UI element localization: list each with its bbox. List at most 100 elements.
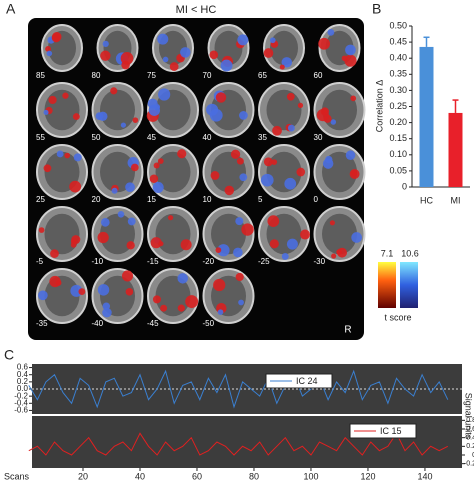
- slice-label: -5: [36, 257, 44, 266]
- activation-blob: [126, 241, 135, 250]
- activation-blob: [167, 215, 174, 221]
- y-tick-label: 0: [402, 181, 407, 191]
- y-tick-label: 0.2: [17, 377, 29, 386]
- activation-blob: [125, 288, 134, 296]
- slice-label: 60: [314, 71, 323, 80]
- activation-blob: [38, 227, 45, 233]
- slice-label: 50: [92, 133, 101, 142]
- y2-tick-label: 0.2: [466, 443, 474, 450]
- activation-blob: [236, 157, 244, 165]
- y-tick-label: 0.30: [389, 85, 407, 95]
- brain-inner: [44, 151, 80, 193]
- activation-blob: [102, 307, 112, 318]
- activation-blob: [38, 290, 48, 301]
- activation-blob: [98, 111, 108, 121]
- bar: [448, 112, 463, 187]
- y-tick-label: 0.4: [17, 370, 29, 379]
- slice-label: -15: [147, 257, 159, 266]
- y2-tick-label: 0.8: [466, 417, 474, 424]
- activation-blob: [237, 34, 249, 46]
- slice-label: -50: [203, 319, 215, 328]
- activation-blob: [217, 244, 230, 257]
- activation-blob: [281, 252, 289, 260]
- slice-label: 80: [92, 71, 101, 80]
- activation-blob: [329, 220, 335, 226]
- activation-blob: [132, 117, 139, 124]
- activation-blob: [296, 167, 306, 177]
- y-tick-label: 0.40: [389, 53, 407, 63]
- activation-blob: [215, 247, 222, 253]
- activation-blob: [110, 87, 118, 95]
- activation-blob: [323, 114, 332, 123]
- activation-blob: [281, 57, 293, 68]
- x-tick-label: 120: [360, 471, 375, 481]
- y-tick-label: 0.50: [389, 20, 407, 30]
- slice-label: 55: [36, 133, 45, 142]
- activation-blob: [336, 249, 342, 255]
- activation-blob: [272, 125, 282, 136]
- activation-blob: [180, 239, 192, 251]
- slice-label: 70: [203, 71, 212, 80]
- activation-blob: [169, 62, 179, 71]
- activation-blob: [185, 295, 199, 309]
- slice-label: -30: [314, 257, 326, 266]
- activation-blob: [345, 150, 356, 160]
- y-tick-label: 0.20: [389, 117, 407, 127]
- activation-blob: [344, 54, 357, 67]
- activation-blob: [235, 217, 244, 226]
- activation-blob: [209, 50, 219, 60]
- y2-axis-label: Signal units: [464, 393, 474, 440]
- brain-inner: [266, 151, 302, 193]
- y-axis-label: Correlation Δ: [374, 80, 384, 133]
- activation-blob: [97, 231, 109, 244]
- x-tick-label: 80: [249, 471, 259, 481]
- activation-blob: [100, 218, 110, 227]
- activation-blob: [157, 158, 164, 164]
- activation-blob: [177, 273, 188, 284]
- activation-blob: [97, 284, 110, 296]
- activation-blob: [111, 187, 118, 194]
- y-tick-label: 0.45: [389, 36, 407, 46]
- slice-label: 10: [203, 195, 212, 204]
- activation-blob: [263, 48, 274, 58]
- brain-inner: [270, 30, 298, 66]
- activation-blob: [72, 113, 80, 121]
- y2-tick-label: 0: [472, 452, 474, 459]
- y-tick-label: 0.6: [17, 363, 29, 372]
- panel-label: A: [6, 1, 16, 17]
- y-tick-label: -0.6: [14, 406, 28, 415]
- brain-title: MI < HC: [176, 4, 217, 16]
- activation-blob: [147, 98, 158, 109]
- colorbar-title: t score: [384, 312, 411, 322]
- x-tick-label: MI: [451, 195, 461, 205]
- x-axis-label: Scans: [4, 471, 30, 481]
- activation-blob: [177, 149, 187, 159]
- activation-blob: [56, 150, 64, 158]
- panel-label: C: [4, 347, 14, 363]
- slice-label: -10: [92, 257, 104, 266]
- activation-blob: [330, 119, 337, 125]
- activation-blob: [157, 33, 169, 45]
- activation-blob: [233, 247, 243, 258]
- activation-blob: [45, 46, 52, 52]
- activation-blob: [120, 122, 127, 128]
- legend-label: IC 15: [380, 426, 402, 436]
- activation-blob: [78, 288, 86, 296]
- y-tick-label: 0.10: [389, 149, 407, 159]
- brain-inner: [100, 89, 135, 131]
- y2-tick-label: -0.2: [464, 461, 474, 468]
- data-line: [28, 369, 449, 409]
- x-tick-label: HC: [420, 195, 433, 205]
- y-tick-label: 0.25: [389, 101, 407, 111]
- brain-inner: [266, 89, 302, 131]
- slice-label: -25: [258, 257, 270, 266]
- panel-label: B: [372, 1, 381, 17]
- brain-inner: [44, 213, 80, 255]
- y-tick-label: 0.05: [389, 165, 407, 175]
- activation-blob: [130, 163, 139, 172]
- activation-blob: [210, 171, 220, 180]
- activation-blob: [300, 229, 311, 240]
- slice-label: 45: [147, 133, 156, 142]
- activation-blob: [48, 95, 57, 105]
- activation-blob: [230, 149, 241, 159]
